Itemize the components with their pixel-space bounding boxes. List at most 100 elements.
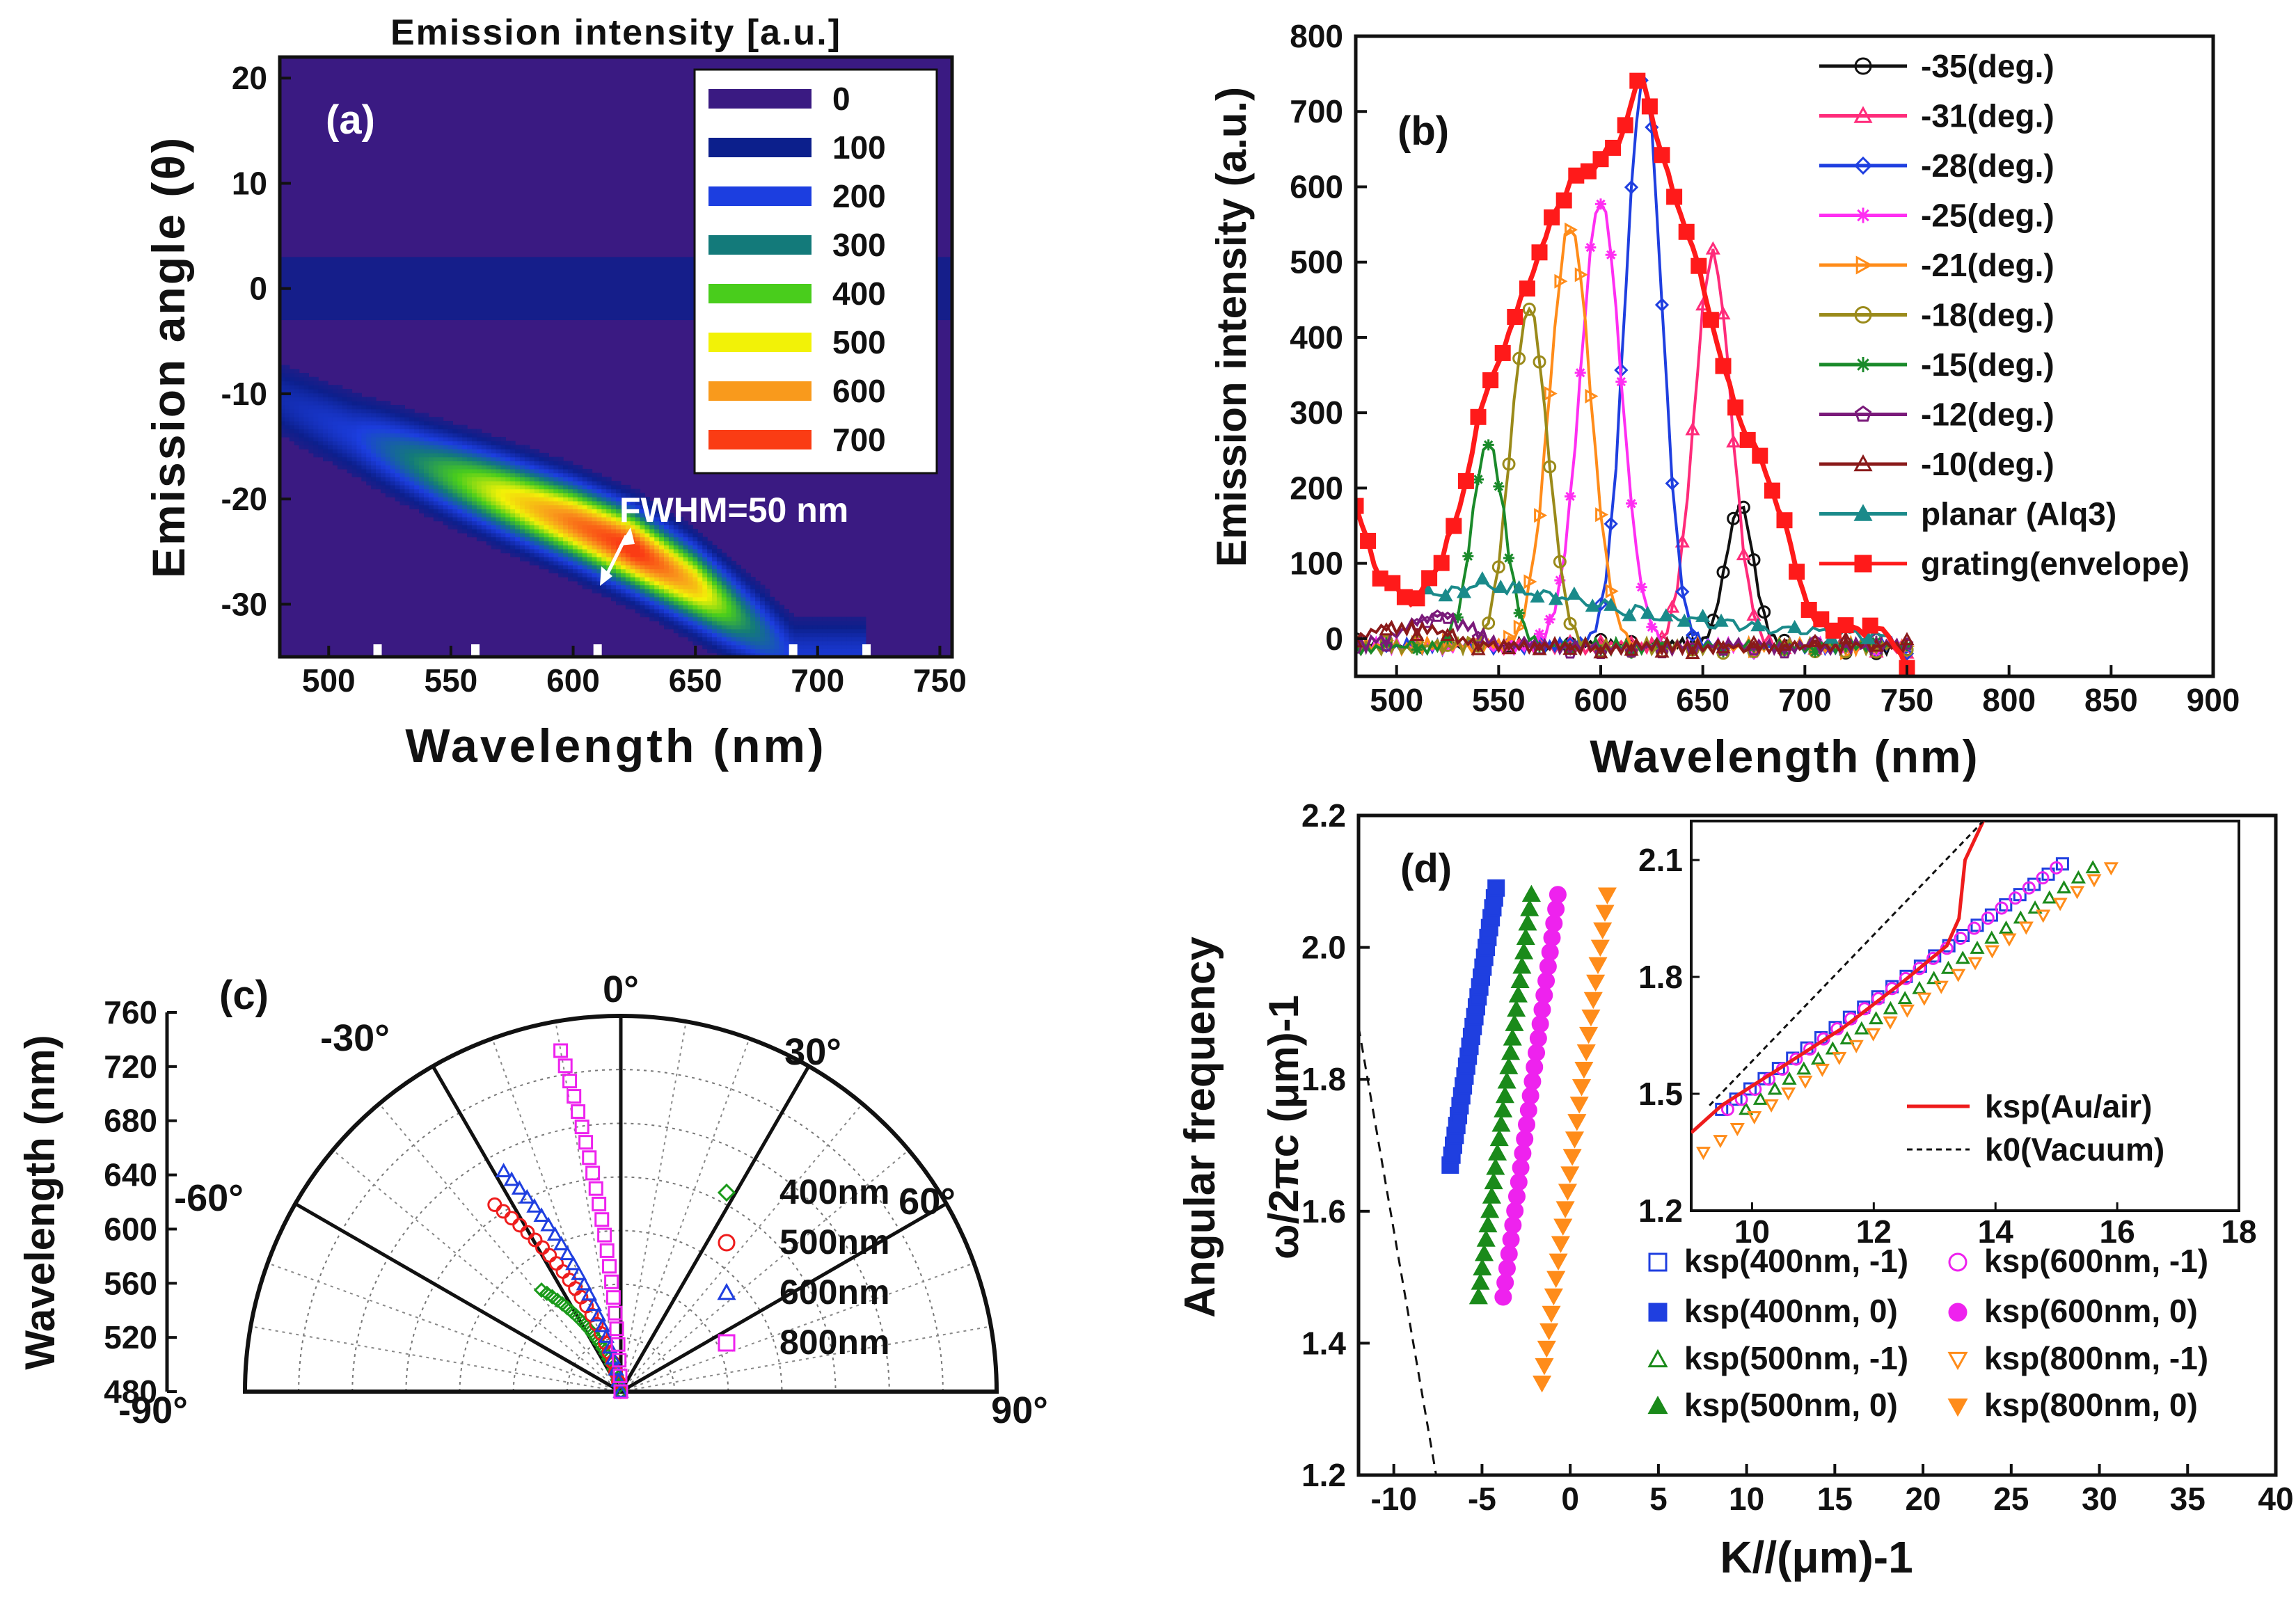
series-point <box>1776 512 1793 529</box>
inset-frame <box>1690 820 2240 1212</box>
heatmap-cell <box>424 449 429 454</box>
heatmap-cell <box>351 433 357 438</box>
series-point <box>539 1285 555 1301</box>
heatmap-cell <box>741 653 746 657</box>
heatmap-cell <box>299 404 305 410</box>
heatmap-cell <box>476 529 482 534</box>
inset-series-500nm, -1 <box>1739 860 2100 1115</box>
heatmap-cell <box>750 596 756 602</box>
heatmap-cell <box>779 653 785 657</box>
heatmap-cell <box>726 605 732 610</box>
heatmap-cell <box>520 504 525 509</box>
series-point <box>594 1317 611 1332</box>
heatmap-cell <box>428 452 434 458</box>
series-point <box>1508 985 1528 1003</box>
heatmap-cell <box>726 589 732 594</box>
heatmap-cell <box>414 452 420 458</box>
heatmap-cell <box>409 424 415 430</box>
heatmap-cell <box>625 584 631 589</box>
heatmap-cell <box>640 609 645 614</box>
heatmap-cell <box>673 621 679 626</box>
heatmap-cell <box>688 536 693 541</box>
heatmap-cell <box>544 497 549 502</box>
heatmap-cell <box>606 589 612 594</box>
heatmap-cell <box>385 449 391 454</box>
x-tick-label: 650 <box>1676 682 1729 718</box>
legend-label-ksp(800nm, -1): ksp(800nm, -1) <box>1984 1340 2208 1376</box>
heatmap-cell <box>496 541 501 546</box>
heatmap-cell <box>764 637 770 642</box>
heatmap-cell <box>582 481 588 486</box>
heatmap-cell <box>817 637 823 642</box>
heatmap-cell <box>356 408 362 414</box>
heatmap-cell <box>428 429 434 433</box>
heatmap-cell <box>630 577 636 582</box>
axis-white-mark <box>153 644 161 655</box>
heatmap-cell <box>491 500 497 506</box>
heatmap-cell <box>419 433 425 438</box>
heatmap-cell <box>409 461 415 465</box>
heatmap-cell <box>529 461 535 465</box>
heatmap-cell <box>491 465 497 470</box>
heatmap-cell <box>524 548 530 554</box>
heatmap-cell <box>496 497 501 502</box>
heatmap-cell <box>337 461 343 465</box>
heatmap-cell <box>616 493 621 497</box>
heatmap-cell <box>774 628 780 634</box>
inset-point <box>1984 945 2000 959</box>
heatmap-cell <box>659 600 665 605</box>
heatmap-cell <box>505 445 511 449</box>
heatmap-cell <box>294 433 300 438</box>
heatmap-cell <box>760 612 766 618</box>
series-point <box>1565 491 1576 502</box>
heatmap-cell <box>395 436 401 442</box>
heatmap-cell <box>337 465 343 470</box>
heatmap-cell <box>683 561 689 566</box>
heatmap-cell <box>443 484 449 490</box>
series-point <box>1695 608 1711 622</box>
inset-series-800nm, -1 <box>1695 862 2119 1161</box>
heatmap-cell <box>438 461 444 465</box>
heatmap-cell <box>582 564 588 570</box>
heatmap-cell <box>476 504 482 509</box>
heatmap-cell <box>395 417 401 422</box>
inset-point <box>1981 912 1995 925</box>
heatmap-cell <box>553 557 559 562</box>
heatmap-cell <box>726 628 732 634</box>
heatmap-cell <box>462 529 468 534</box>
heatmap-cell <box>755 584 761 589</box>
heatmap-cell <box>678 621 684 626</box>
heatmap-cell <box>572 504 578 509</box>
heatmap-cell <box>846 616 852 621</box>
series-line <box>1356 201 1908 658</box>
heatmap-cell <box>568 525 573 530</box>
heatmap-cell <box>606 584 612 589</box>
heatmap-cell <box>428 513 434 518</box>
heatmap-cell <box>404 436 410 442</box>
heatmap-cell <box>452 429 458 433</box>
legend-marker--18(deg.) <box>1854 306 1872 324</box>
heatmap-cell <box>356 433 362 438</box>
heatmap-cell <box>664 532 670 538</box>
heatmap-cell <box>673 532 679 538</box>
heatmap-cell <box>380 468 386 474</box>
heatmap-cell <box>846 632 852 637</box>
heatmap-cell <box>524 465 530 470</box>
heatmap-cell <box>644 577 650 582</box>
heatmap-cell <box>601 529 607 534</box>
heatmap-cell <box>558 545 564 550</box>
heatmap-cell <box>726 568 732 573</box>
heatmap-cell <box>596 584 602 589</box>
heatmap-cell <box>462 429 468 433</box>
inset-point <box>2052 898 2068 912</box>
heatmap-cell <box>764 632 770 637</box>
inset-point <box>1955 950 1970 964</box>
heatmap-cell <box>371 429 377 433</box>
heatmap-cell <box>808 628 814 634</box>
heatmap-cell <box>390 484 396 490</box>
heatmap-cell <box>328 388 333 394</box>
heatmap-cell <box>664 580 670 586</box>
heatmap-cell <box>303 413 309 417</box>
heatmap-cell <box>534 456 540 462</box>
heatmap-cell <box>582 513 588 518</box>
